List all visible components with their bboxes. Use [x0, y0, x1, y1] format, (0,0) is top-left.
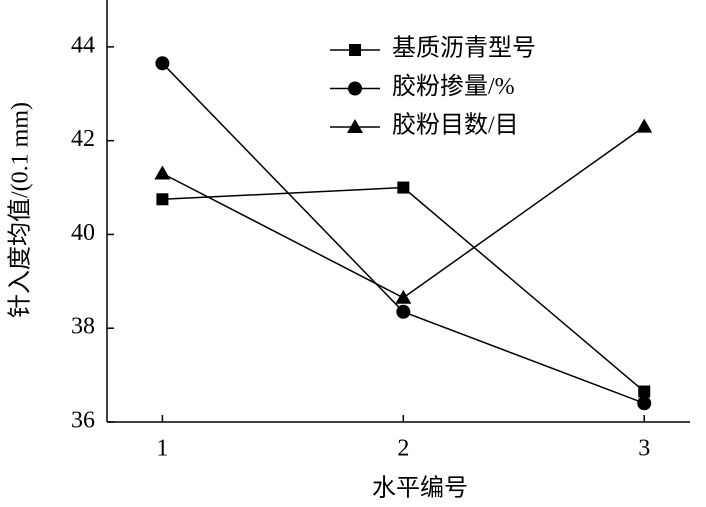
marker [348, 81, 362, 96]
marker [397, 181, 410, 194]
y-tick-label: 44 [71, 32, 95, 58]
series-line [162, 125, 645, 299]
marker [395, 289, 412, 304]
y-tick-label: 40 [71, 220, 95, 246]
marker [156, 193, 169, 206]
x-tick-label: 3 [638, 436, 650, 462]
legend-label: 胶粉掺量/% [392, 73, 515, 100]
x-tick-label: 2 [397, 436, 409, 462]
marker [638, 385, 651, 398]
x-axis-label: 水平编号 [372, 475, 468, 502]
marker [155, 56, 170, 71]
marker [636, 118, 653, 133]
marker [396, 304, 411, 319]
marker [154, 165, 171, 180]
y-tick-label: 36 [71, 408, 95, 434]
legend-label: 胶粉目数/目 [392, 112, 519, 139]
marker [347, 119, 363, 133]
x-tick-label: 1 [156, 436, 168, 462]
y-axis-label: 针入度均值/(0.1 mm) [7, 102, 34, 318]
series-line [162, 186, 645, 393]
marker [349, 44, 361, 56]
y-tick-label: 42 [71, 126, 95, 152]
marker [637, 396, 652, 411]
legend-label: 基质沥青型号 [392, 35, 536, 62]
y-tick-label: 38 [71, 314, 95, 340]
